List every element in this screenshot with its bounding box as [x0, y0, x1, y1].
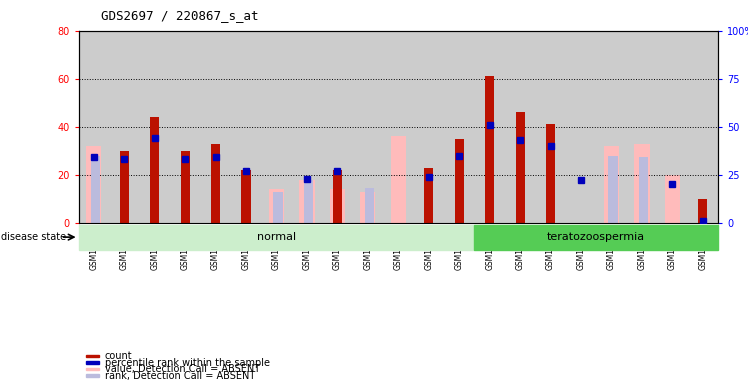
Bar — [505, 31, 536, 223]
Bar — [91, 156, 99, 223]
Bar — [627, 31, 657, 223]
Bar — [383, 31, 414, 223]
Bar — [424, 167, 433, 223]
Bar — [444, 31, 474, 223]
Bar — [665, 175, 680, 223]
Bar — [86, 146, 102, 223]
Text: rank, Detection Call = ABSENT: rank, Detection Call = ABSENT — [105, 371, 255, 381]
Text: normal: normal — [257, 232, 296, 242]
Bar — [608, 156, 618, 223]
Bar — [231, 31, 261, 223]
Bar — [604, 146, 619, 223]
Bar — [180, 151, 190, 223]
Bar — [474, 31, 505, 223]
Bar — [485, 76, 494, 223]
Bar — [639, 157, 648, 223]
Bar — [352, 31, 383, 223]
Text: percentile rank within the sample: percentile rank within the sample — [105, 358, 270, 367]
Bar — [657, 31, 687, 223]
Bar — [515, 112, 524, 223]
Bar — [200, 31, 231, 223]
Bar — [274, 192, 283, 223]
Bar — [333, 170, 342, 223]
Bar — [170, 31, 200, 223]
Bar — [596, 31, 627, 223]
Bar — [269, 189, 284, 223]
Bar — [292, 31, 322, 223]
Bar — [330, 189, 345, 223]
Bar — [150, 117, 159, 223]
Bar — [86, 361, 99, 364]
Bar — [322, 31, 352, 223]
Bar — [79, 225, 474, 250]
Text: teratozoospermia: teratozoospermia — [548, 232, 646, 242]
Bar — [79, 31, 109, 223]
Bar — [414, 31, 444, 223]
Bar — [565, 31, 596, 223]
Bar — [361, 192, 375, 223]
Text: value, Detection Call = ABSENT: value, Detection Call = ABSENT — [105, 364, 260, 374]
Bar — [536, 31, 565, 223]
Bar — [86, 355, 99, 357]
Text: GDS2697 / 220867_s_at: GDS2697 / 220867_s_at — [101, 9, 259, 22]
Bar — [687, 31, 718, 223]
Bar — [304, 180, 313, 223]
Bar — [211, 144, 220, 223]
Bar — [86, 368, 99, 370]
Text: disease state: disease state — [1, 232, 66, 242]
Bar — [120, 151, 129, 223]
Bar — [242, 170, 251, 223]
Bar — [699, 199, 708, 223]
Bar — [455, 139, 464, 223]
Bar — [299, 180, 315, 223]
Bar — [634, 144, 649, 223]
Bar — [139, 31, 170, 223]
Text: count: count — [105, 351, 132, 361]
Bar — [474, 225, 718, 250]
Bar — [109, 31, 139, 223]
Bar — [365, 188, 374, 223]
Bar — [261, 31, 292, 223]
Bar — [390, 136, 406, 223]
Bar — [86, 374, 99, 377]
Bar — [546, 124, 555, 223]
